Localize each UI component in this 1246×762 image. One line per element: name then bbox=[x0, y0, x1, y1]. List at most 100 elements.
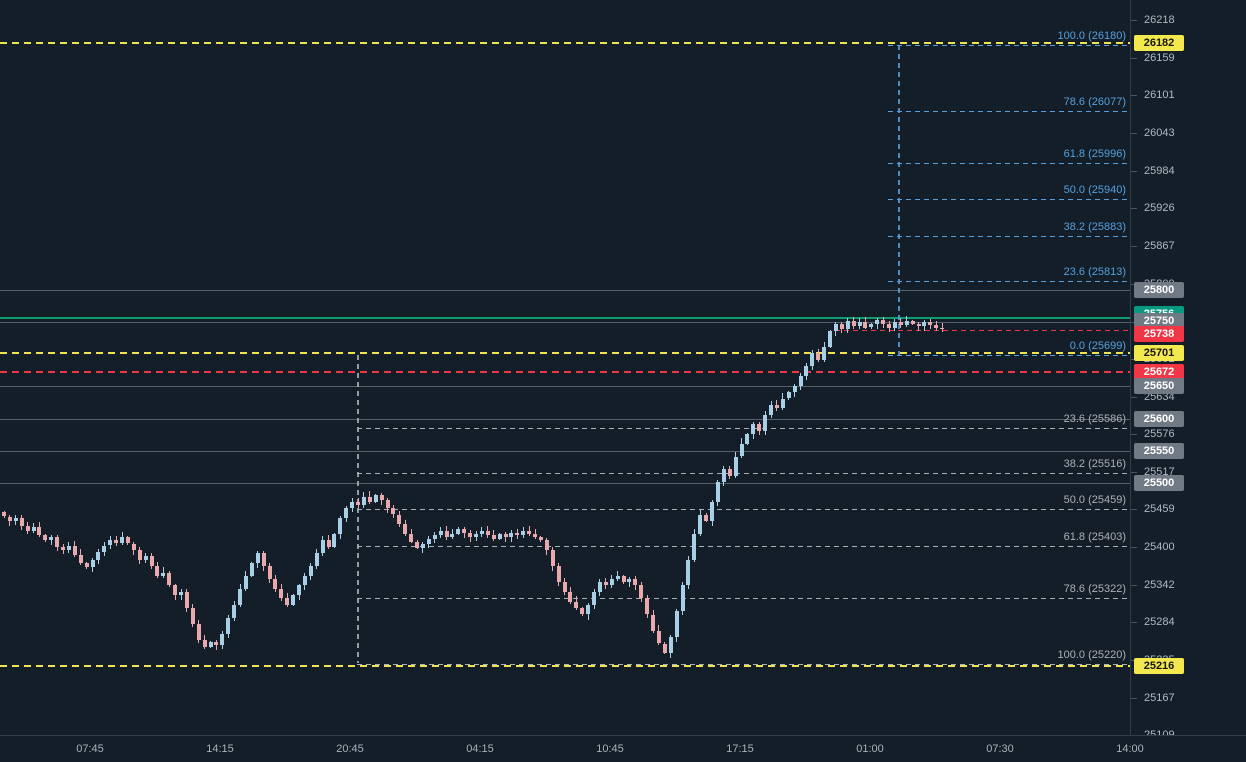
fib-line-lower-78.6[interactable] bbox=[357, 597, 1130, 599]
candle-up bbox=[238, 588, 242, 605]
price-tick-label: 25167 bbox=[1144, 691, 1175, 704]
candle-down bbox=[916, 323, 921, 327]
fib-line-lower-50.0[interactable] bbox=[357, 509, 1130, 511]
price-line-25650[interactable] bbox=[0, 386, 1130, 388]
candle-up bbox=[232, 604, 237, 618]
candle-up bbox=[96, 551, 101, 560]
candle-up bbox=[474, 533, 478, 538]
candlestick-plot-area[interactable]: 100.0 (26180) 78.6 (26077) 61.8 (25996) 50.… bbox=[0, 0, 1130, 735]
time-label-0745: 07:45 bbox=[76, 743, 104, 755]
candle-up bbox=[674, 611, 679, 637]
candle-down bbox=[184, 591, 189, 608]
candle-up bbox=[857, 322, 862, 327]
candle-up bbox=[710, 501, 714, 521]
price-axis[interactable]: 2621826159261012604325984259262586725809… bbox=[1130, 0, 1246, 735]
candle-up bbox=[456, 528, 461, 534]
fib-anchor-line-upper[interactable] bbox=[898, 44, 900, 355]
fib-line-upper-100.0[interactable] bbox=[888, 44, 1130, 46]
fib-line-lower-61.8[interactable] bbox=[357, 545, 1130, 547]
price-tick-mark bbox=[1131, 622, 1137, 624]
time-axis[interactable]: 07:45 14:15 20:45 04:15 10:45 17:15 01:00 07:30… bbox=[0, 735, 1246, 762]
price-tick-mark bbox=[1131, 170, 1137, 172]
candle-up bbox=[161, 572, 166, 576]
candle-up bbox=[338, 517, 343, 534]
candle-up bbox=[108, 540, 113, 546]
fib-label-upper-38.2: 38.2 (25883) bbox=[1063, 221, 1126, 233]
price-line-25750[interactable] bbox=[0, 321, 1130, 323]
price-line-25701[interactable] bbox=[0, 352, 1130, 355]
candle-up bbox=[479, 530, 484, 534]
candle-down bbox=[662, 643, 667, 654]
price-line-25600[interactable] bbox=[0, 418, 1130, 420]
candle-up bbox=[308, 566, 313, 576]
candle-up bbox=[373, 495, 378, 502]
fib-line-upper-50.0[interactable] bbox=[888, 199, 1130, 201]
fib-line-lower-100.0[interactable] bbox=[357, 663, 1130, 665]
candle-down bbox=[43, 535, 48, 541]
candle-down bbox=[403, 524, 408, 534]
candle-up bbox=[426, 539, 431, 544]
candle-up bbox=[833, 324, 838, 331]
candle-up bbox=[733, 456, 738, 476]
price-line-26182[interactable] bbox=[0, 42, 1130, 45]
candle-down bbox=[633, 579, 638, 586]
fib-label-upper-61.8: 61.8 (25996) bbox=[1063, 148, 1126, 161]
candle-up bbox=[692, 533, 697, 560]
price-badge-25738: 25738 bbox=[1134, 325, 1184, 342]
candle-down bbox=[562, 582, 567, 592]
fib-line-upper-23.6[interactable] bbox=[888, 281, 1130, 283]
candle-up bbox=[509, 532, 514, 538]
fib-line-upper-78.6[interactable] bbox=[888, 110, 1130, 112]
candle-down bbox=[55, 537, 60, 547]
candle-up bbox=[497, 533, 502, 540]
price-line-25216[interactable] bbox=[0, 665, 1130, 667]
candle-up bbox=[627, 579, 632, 583]
candle-up bbox=[521, 530, 526, 536]
candle-down bbox=[214, 642, 219, 645]
price-line-25550[interactable] bbox=[0, 450, 1130, 452]
candle-down bbox=[887, 323, 891, 328]
price-tick-mark bbox=[1131, 472, 1137, 473]
candle-down bbox=[326, 540, 331, 547]
candle-down bbox=[550, 550, 555, 567]
candle-up bbox=[721, 469, 726, 483]
price-line-25500[interactable] bbox=[0, 482, 1130, 484]
price-tick-label: 25926 bbox=[1144, 202, 1175, 215]
candle-up bbox=[792, 385, 797, 392]
fib-line-upper-61.8[interactable] bbox=[888, 163, 1130, 165]
candle-up bbox=[255, 553, 260, 563]
candle-down bbox=[379, 495, 384, 501]
candle-up bbox=[291, 595, 296, 605]
fib-line-lower-23.6[interactable] bbox=[357, 427, 1130, 429]
candle-down bbox=[816, 353, 821, 360]
candle-down bbox=[621, 575, 626, 583]
price-line-25800[interactable] bbox=[0, 289, 1130, 291]
price-tick-label: 26043 bbox=[1144, 126, 1175, 139]
candle-down bbox=[149, 556, 154, 567]
price-tick-label: 25459 bbox=[1144, 503, 1175, 516]
candle-up bbox=[179, 591, 183, 596]
candle-up bbox=[320, 540, 325, 554]
candle-down bbox=[574, 601, 579, 608]
fib-line-upper-0.0[interactable] bbox=[888, 354, 1130, 356]
candle-down bbox=[940, 327, 945, 330]
fib-line-upper-38.2[interactable] bbox=[888, 236, 1130, 237]
price-badge-25600: 25600 bbox=[1134, 410, 1184, 427]
candle-down bbox=[503, 533, 508, 538]
candle-up bbox=[31, 527, 36, 531]
candle-up bbox=[810, 353, 815, 367]
candle-up bbox=[297, 585, 301, 596]
price-line-25672[interactable] bbox=[0, 371, 1130, 373]
price-line-25738 bbox=[835, 329, 1130, 331]
candle-up bbox=[763, 414, 768, 431]
candle-down bbox=[863, 322, 868, 328]
fib-anchor-line-lower[interactable] bbox=[357, 354, 359, 664]
candle-down bbox=[839, 324, 844, 329]
candle-up bbox=[845, 321, 850, 329]
candle-wick-up bbox=[628, 577, 630, 588]
candle-down bbox=[485, 530, 490, 536]
fib-line-lower-38.2[interactable] bbox=[357, 472, 1130, 474]
time-label-2045: 20:45 bbox=[336, 743, 364, 755]
candle-down bbox=[391, 508, 396, 515]
candle-down bbox=[261, 553, 266, 567]
